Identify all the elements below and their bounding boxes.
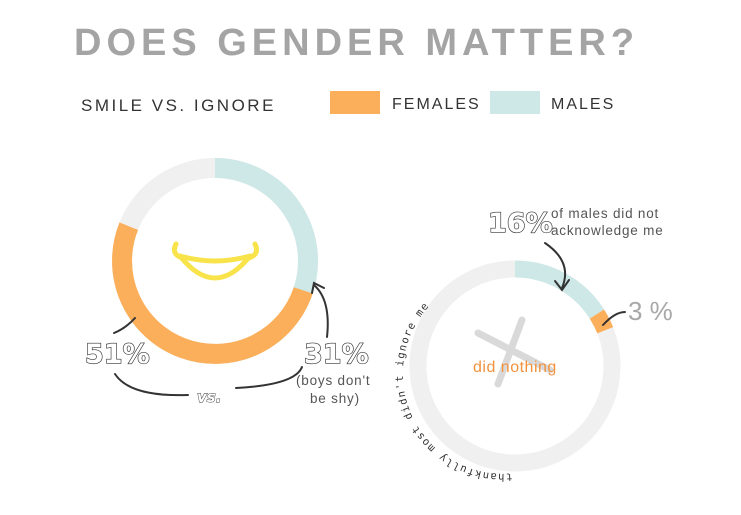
smile-donut-males-arc [214,158,318,299]
smile-icon [172,241,259,281]
females-ignore-pct-label: 3 % [628,296,673,326]
smile-donut [112,158,318,364]
ignore-donut-males-arc [514,260,605,319]
legend-label-males: MALES [551,96,616,113]
vs-bracket-left [114,373,189,397]
males-ignore-pct-label: 16% [488,208,553,239]
males-smile-pct-label: 31% [304,339,369,370]
females-ignore-pointer [602,311,626,326]
ignore-donut-females-arc [589,309,614,334]
males-ignore-arrow [544,242,567,289]
legend-swatch-females [330,91,380,114]
smile-donut-females-arc [112,222,313,364]
vs-label: vs. [197,388,221,406]
chart-subtitle: SMILE VS. IGNORE [81,96,276,115]
ignore-donut [409,260,621,472]
males-smile-note-line2: be shy) [310,391,360,406]
males-ignore-note-line2: acknowledge me [551,223,664,238]
males-smile-note-line1: (boys don't [296,373,370,388]
males-ignore-note-line1: of males did not [551,206,659,221]
vs-bracket-right [235,366,303,389]
legend-label-females: FEMALES [392,96,481,113]
page-title: DOES GENDER MATTER? [74,22,640,64]
ignore-center-label: did nothing [473,359,557,376]
females-smile-pct-label: 51% [85,339,150,370]
males-arrow [313,284,329,338]
males-ignore-arrowhead [554,279,570,292]
legend-swatch-males [490,91,540,114]
females-pointer-line [113,317,136,334]
males-arrowhead [311,281,325,294]
cross-icon [474,316,554,388]
